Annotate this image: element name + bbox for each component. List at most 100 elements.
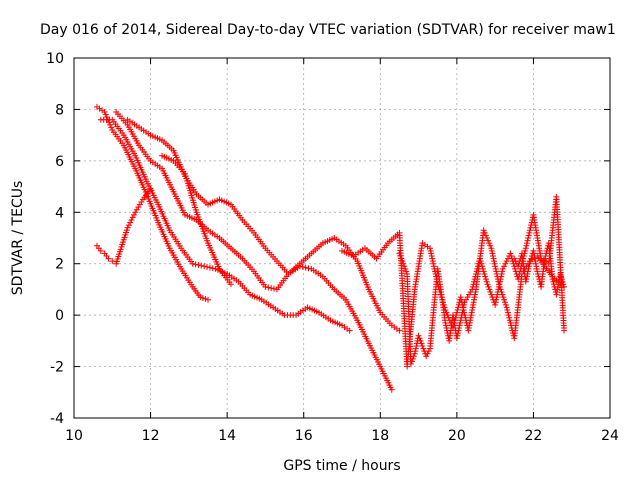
data-point-fill: [427, 247, 434, 254]
data-point-fill: [482, 232, 489, 239]
data-point-fill: [271, 285, 278, 292]
data-point-fill: [477, 258, 484, 265]
data-point-fill: [526, 263, 533, 270]
y-tick-label: 0: [55, 308, 64, 324]
data-point-fill: [195, 262, 202, 268]
data-point-fill: [457, 319, 464, 326]
data-point: [507, 250, 514, 257]
data-point-fill: [483, 278, 490, 285]
data-point-fill: [469, 283, 476, 290]
data-point-fill: [482, 273, 489, 280]
data-point-fill: [425, 348, 432, 355]
data-point-fill: [492, 265, 499, 272]
data-point: [124, 224, 131, 231]
data-point-fill: [486, 286, 493, 293]
data-point-fill: [429, 255, 436, 262]
data-point-fill: [502, 260, 509, 267]
data-point-fill: [526, 227, 533, 234]
data-point-fill: [428, 250, 435, 257]
data-point-fill: [460, 304, 467, 311]
data-point-fill: [401, 263, 408, 270]
data-point-fill: [456, 325, 463, 331]
data-point-fill: [501, 299, 508, 306]
series-track-9: [511, 240, 568, 298]
data-point-fill: [459, 309, 466, 316]
data-point-fill: [490, 255, 497, 262]
data-point-fill: [412, 345, 419, 352]
data-point-fill: [429, 258, 436, 265]
data-point-fill: [416, 335, 423, 342]
data-point-fill: [493, 294, 500, 301]
data-point-fill: [412, 348, 419, 355]
data-point-fill: [488, 291, 495, 298]
data-point-fill: [497, 276, 504, 283]
data-point: [205, 296, 211, 303]
data-points: [93, 103, 568, 393]
data-point-fill: [454, 330, 461, 337]
data-point-fill: [489, 250, 496, 257]
data-point-fill: [523, 240, 530, 247]
data-point-fill: [499, 291, 506, 298]
x-tick-label: 16: [295, 428, 313, 444]
data-point-fill: [473, 271, 479, 277]
chart-title: Day 016 of 2014, Sidereal Day-to-day VTE…: [40, 22, 616, 38]
data-point-fill: [478, 260, 485, 267]
data-point-fill: [506, 317, 513, 324]
data-point-fill: [470, 281, 477, 288]
x-tick-label: 20: [448, 428, 466, 444]
data-point-fill: [107, 121, 114, 128]
y-tick-label: -4: [50, 411, 64, 427]
data-point-fill: [460, 301, 467, 308]
data-point-fill: [108, 124, 115, 131]
y-tick-label: 4: [55, 205, 64, 221]
data-point-fill: [424, 350, 431, 357]
data-point-fill: [454, 332, 461, 339]
data-point-fill: [499, 268, 506, 275]
data-point-fill: [557, 273, 564, 280]
data-point-fill: [523, 276, 530, 283]
data-point-fill: [399, 258, 406, 265]
data-point: [407, 361, 414, 367]
data-point-fill: [505, 312, 512, 319]
series-track-4: [124, 116, 403, 334]
series-track-3: [113, 109, 395, 393]
data-point-fill: [127, 219, 134, 226]
data-point-fill: [480, 268, 487, 275]
data-point-fill: [524, 268, 531, 275]
data-point-fill: [305, 265, 312, 272]
data-point-fill: [198, 262, 205, 269]
x-tick-label: 24: [601, 428, 619, 444]
data-point-fill: [508, 253, 515, 259]
data-point-fill: [130, 211, 137, 218]
data-point: [549, 276, 556, 283]
data-point-fill: [482, 276, 489, 283]
y-tick-label: 6: [55, 154, 64, 170]
data-point-fill: [492, 263, 499, 270]
data-point-fill: [515, 273, 522, 280]
data-point-fill: [199, 295, 206, 301]
data-point-fill: [479, 263, 486, 270]
data-point-fill: [503, 258, 510, 265]
x-tick-label: 14: [218, 428, 236, 444]
data-point-fill: [471, 278, 478, 285]
data-point-fill: [495, 286, 502, 293]
data-point-fill: [512, 265, 519, 272]
data-point: [105, 255, 112, 262]
data-point-fill: [453, 309, 460, 316]
data-point: [101, 109, 108, 115]
x-axis-label: GPS time / hours: [283, 458, 400, 474]
data-point: [480, 227, 487, 234]
data-point-fill: [495, 283, 502, 290]
data-point-fill: [408, 358, 415, 365]
data-point-fill: [397, 253, 404, 259]
data-point-fill: [457, 317, 464, 324]
data-point-fill: [458, 314, 465, 321]
data-point-fill: [489, 253, 496, 259]
series-track-7: [93, 186, 154, 267]
data-point: [561, 327, 568, 334]
data-point: [411, 350, 418, 357]
data-point: [423, 353, 430, 360]
data-point-fill: [472, 273, 479, 280]
data-point: [400, 260, 407, 267]
